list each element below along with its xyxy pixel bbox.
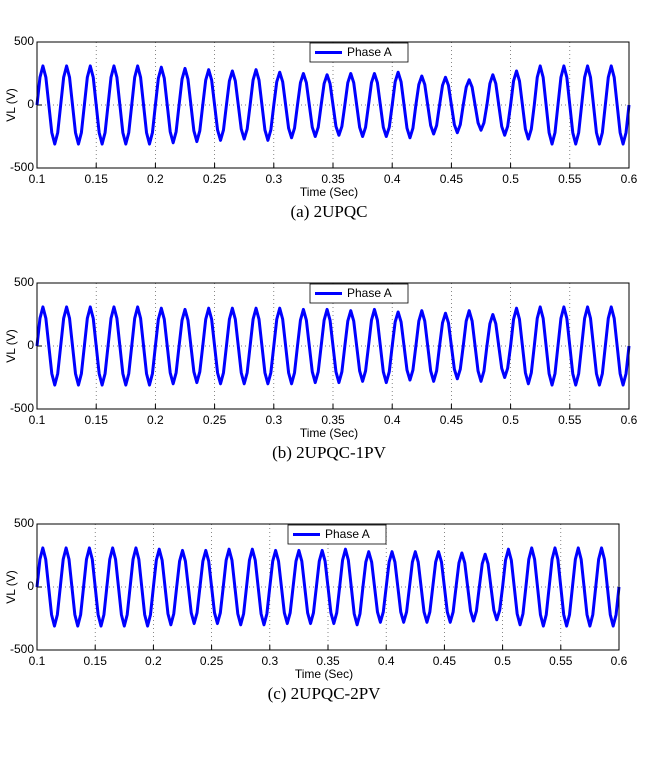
series-line bbox=[35, 546, 621, 628]
x-tick-label: 0.3 bbox=[265, 413, 282, 427]
axes-frame bbox=[36, 523, 620, 651]
x-tick-label: 0.55 bbox=[558, 413, 582, 427]
axes-frame bbox=[36, 41, 630, 169]
x-axis-label: Time (Sec) bbox=[300, 185, 358, 199]
x-tick-label: 0.25 bbox=[203, 413, 227, 427]
x-tick-label: 0.1 bbox=[29, 172, 46, 186]
x-tick-label: 0.4 bbox=[384, 172, 401, 186]
x-tick-label: 0.4 bbox=[384, 413, 401, 427]
x-tick-label: 0.45 bbox=[440, 172, 464, 186]
x-tick-label: 0.35 bbox=[321, 413, 345, 427]
caption: (c) 2UPQC-2PV bbox=[268, 684, 382, 703]
x-tick-label: 0.1 bbox=[29, 654, 46, 668]
x-tick-label: 0.15 bbox=[85, 172, 109, 186]
x-tick-label: 0.1 bbox=[29, 413, 46, 427]
legend-box bbox=[309, 283, 409, 304]
x-tick-label: 0.55 bbox=[549, 654, 573, 668]
x-tick-label: 0.15 bbox=[84, 654, 108, 668]
legend-label: Phase A bbox=[325, 527, 370, 541]
x-tick-label: 0.2 bbox=[145, 654, 162, 668]
x-tick-label: 0.35 bbox=[321, 172, 345, 186]
series-line bbox=[35, 64, 631, 146]
legend-box bbox=[287, 524, 387, 545]
x-tick-label: 0.45 bbox=[440, 413, 464, 427]
y-tick-label: 0 bbox=[27, 338, 34, 352]
y-tick-label: 500 bbox=[14, 516, 34, 530]
x-tick-label: 0.35 bbox=[316, 654, 340, 668]
x-axis-label: Time (Sec) bbox=[295, 667, 353, 681]
y-tick-label: 0 bbox=[27, 97, 34, 111]
x-tick-label: 0.5 bbox=[494, 654, 511, 668]
y-tick-label: 0 bbox=[27, 579, 34, 593]
x-tick-label: 0.2 bbox=[147, 413, 164, 427]
caption: (b) 2UPQC-1PV bbox=[272, 443, 387, 462]
legend-label: Phase A bbox=[347, 45, 392, 59]
x-tick-label: 0.3 bbox=[261, 654, 278, 668]
x-tick-label: 0.3 bbox=[265, 172, 282, 186]
y-axis-label: VL (V) bbox=[4, 329, 18, 363]
x-tick-label: 0.25 bbox=[203, 172, 227, 186]
legend-box bbox=[309, 42, 409, 63]
caption: (a) 2UPQC bbox=[291, 202, 368, 221]
x-tick-label: 0.4 bbox=[378, 654, 395, 668]
x-tick-label: 0.6 bbox=[621, 413, 638, 427]
y-tick-label: -500 bbox=[10, 401, 34, 415]
x-tick-label: 0.5 bbox=[502, 172, 519, 186]
x-tick-label: 0.6 bbox=[611, 654, 628, 668]
y-tick-label: 500 bbox=[14, 34, 34, 48]
x-tick-label: 0.5 bbox=[502, 413, 519, 427]
axes-frame bbox=[36, 282, 630, 410]
x-tick-label: 0.15 bbox=[85, 413, 109, 427]
legend-label: Phase A bbox=[347, 286, 392, 300]
x-tick-label: 0.6 bbox=[621, 172, 638, 186]
y-axis-label: VL (V) bbox=[4, 88, 18, 122]
x-tick-label: 0.55 bbox=[558, 172, 582, 186]
x-tick-label: 0.25 bbox=[200, 654, 224, 668]
y-tick-label: 500 bbox=[14, 275, 34, 289]
y-axis-label: VL (V) bbox=[4, 570, 18, 604]
x-axis-label: Time (Sec) bbox=[300, 426, 358, 440]
series-line bbox=[35, 305, 631, 387]
y-tick-label: -500 bbox=[10, 642, 34, 656]
x-tick-label: 0.45 bbox=[433, 654, 457, 668]
x-tick-label: 0.2 bbox=[147, 172, 164, 186]
y-tick-label: -500 bbox=[10, 160, 34, 174]
